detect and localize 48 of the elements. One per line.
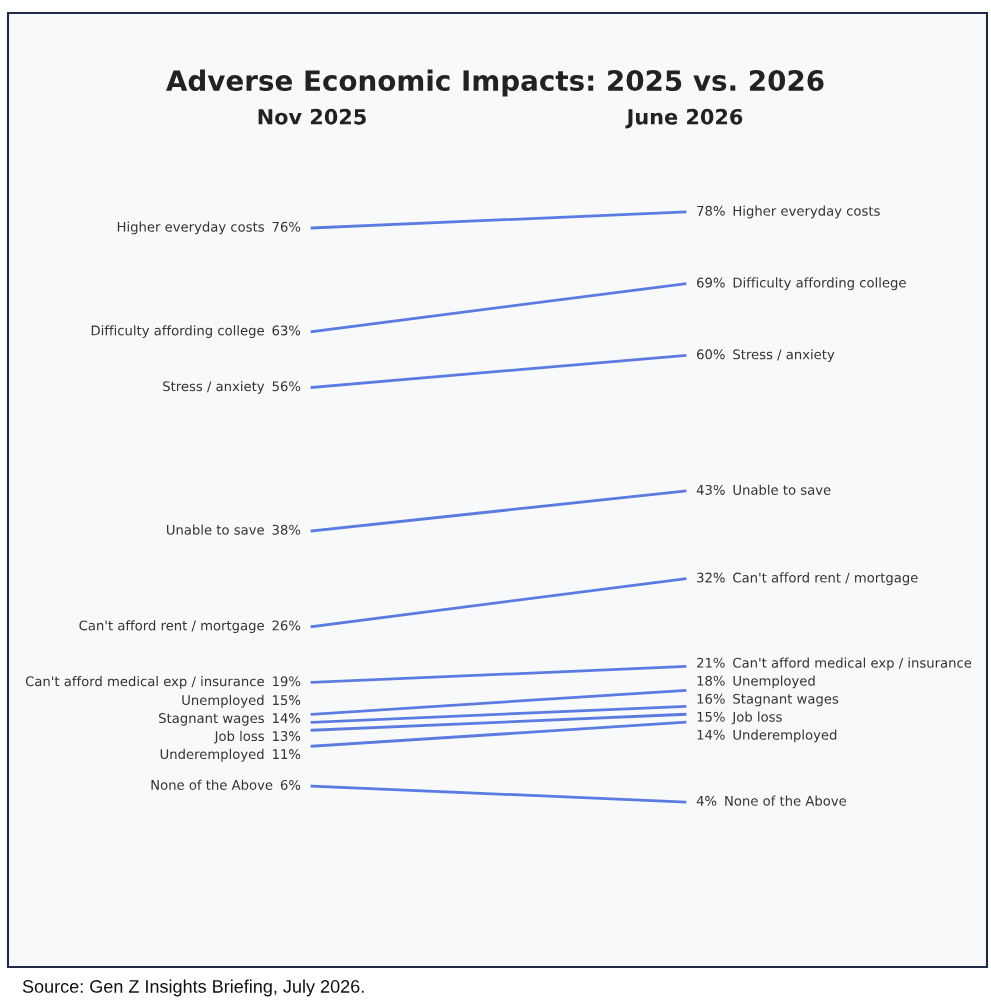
text: Higher everyday costs	[733, 205, 880, 219]
data-label: 21%	[697, 657, 725, 668]
text: None of the Above	[151, 779, 273, 790]
data-label: 13%	[273, 731, 301, 742]
data-label: 76%	[272, 221, 301, 232]
text: Underemployed	[160, 748, 264, 762]
data-label: 15%	[273, 695, 301, 706]
data-label: 69%	[697, 277, 725, 288]
text: None of the Above	[725, 795, 847, 806]
text: Can't afford rent / mortgage	[733, 572, 918, 586]
text: Unable to save	[733, 484, 831, 495]
data-label: 14%	[273, 713, 301, 724]
text: Job loss	[731, 711, 782, 725]
source-note: Source: Gen Z Insights Briefing, July 2026.	[22, 979, 364, 997]
data-label: 43%	[696, 484, 725, 495]
chart-title: Adverse Economic Impacts: 2025 vs. 2026	[166, 69, 824, 97]
x-tick-label: June 2026	[625, 108, 743, 129]
text: Underemployed	[733, 729, 837, 743]
text: Unemployed	[182, 694, 264, 708]
x-tick-label: Nov 2025	[258, 108, 366, 125]
data-label: 11%	[273, 749, 301, 760]
text: Job loss	[213, 730, 264, 744]
data-label: 38%	[272, 524, 301, 535]
text: Stagnant wages	[733, 693, 839, 707]
data-label: 63%	[272, 325, 301, 336]
data-label: 15%	[697, 711, 725, 722]
data-label: 26%	[272, 620, 301, 631]
text: Stress / anxiety	[733, 349, 835, 362]
data-label: 56%	[272, 381, 301, 392]
text: Can't afford medical exp / insurance	[733, 657, 972, 671]
data-label: 32%	[697, 572, 725, 583]
text: Can't afford medical exp / insurance	[25, 676, 264, 689]
text: Higher everyday costs	[117, 221, 264, 235]
text: Stagnant wages	[159, 713, 264, 726]
data-label: 18%	[697, 675, 725, 686]
data-label: 60%	[697, 349, 725, 360]
data-label: 4%	[696, 795, 717, 806]
data-label: 16%	[697, 693, 725, 704]
data-label: 19%	[273, 676, 301, 687]
data-label: 6%	[280, 779, 301, 790]
data-label: 14%	[697, 729, 725, 740]
text: Unemployed	[733, 675, 815, 689]
text: Unable to save	[166, 524, 264, 535]
text: Difficulty affording college	[91, 325, 264, 338]
text: Stress / anxiety	[163, 381, 265, 394]
text: Can't afford rent / mortgage	[79, 620, 264, 633]
text: Difficulty affording college	[733, 277, 906, 291]
data-label: 78%	[697, 205, 725, 216]
